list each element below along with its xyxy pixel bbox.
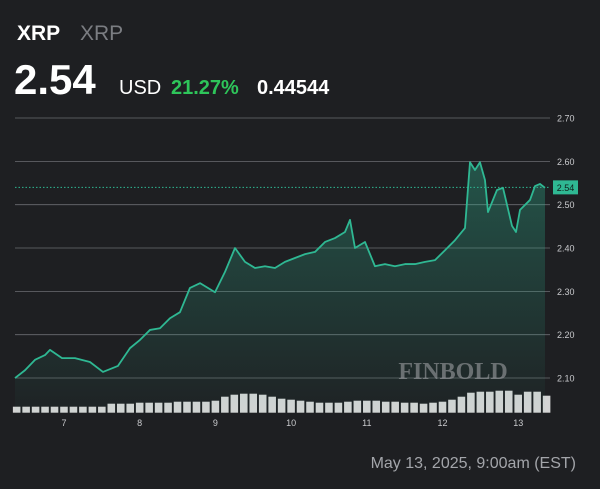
watermark: FINBOLD bbox=[398, 359, 507, 385]
price-line bbox=[14, 161, 546, 379]
y-tick-label: 2.60 bbox=[557, 157, 575, 167]
currency: USD bbox=[119, 77, 161, 99]
price-badge-label: 2.54 bbox=[557, 183, 575, 193]
x-tick-label: 8 bbox=[137, 418, 142, 428]
change: 0.44544 bbox=[257, 77, 330, 99]
symbol: XRP bbox=[17, 22, 60, 45]
y-tick-label: 2.10 bbox=[557, 374, 575, 384]
y-tick-label: 2.40 bbox=[557, 244, 575, 254]
y-tick-label: 2.30 bbox=[557, 287, 575, 297]
price-badge bbox=[553, 180, 578, 195]
timestamp: May 13, 2025, 9:00am (EST) bbox=[371, 455, 576, 472]
x-tick-label: 12 bbox=[437, 418, 447, 428]
x-tick-label: 13 bbox=[513, 418, 523, 428]
x-tick-label: 7 bbox=[61, 418, 66, 428]
area bbox=[15, 162, 546, 413]
price: 2.54 bbox=[14, 56, 96, 103]
y-tick-label: 2.50 bbox=[557, 200, 575, 210]
change-percent: 21.27% bbox=[171, 77, 239, 99]
x-tick-label: 10 bbox=[286, 418, 296, 428]
y-tick-label: 2.20 bbox=[557, 330, 575, 340]
x-tick-label: 11 bbox=[362, 418, 371, 428]
x-tick-label: 9 bbox=[213, 418, 218, 428]
asset-name: XRP bbox=[80, 22, 123, 45]
y-tick-label: 2.70 bbox=[557, 114, 575, 124]
volume-bar bbox=[542, 395, 551, 413]
